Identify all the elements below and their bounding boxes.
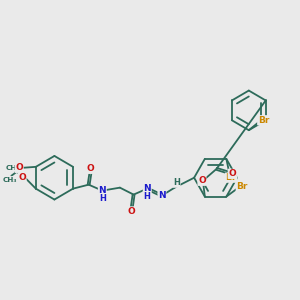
Text: CH₃: CH₃ xyxy=(2,177,17,183)
Text: CH₃: CH₃ xyxy=(6,165,21,171)
Text: O: O xyxy=(128,207,136,216)
Text: N: N xyxy=(98,186,106,195)
Text: O: O xyxy=(198,176,206,185)
Text: Br: Br xyxy=(236,182,247,191)
Text: H: H xyxy=(99,194,106,203)
Text: N: N xyxy=(143,184,151,193)
Text: Br: Br xyxy=(258,116,269,125)
Text: O: O xyxy=(15,163,23,172)
Text: N: N xyxy=(158,191,166,200)
Text: O: O xyxy=(87,164,94,173)
Text: H: H xyxy=(173,178,180,187)
Text: O: O xyxy=(228,169,236,178)
Text: H: H xyxy=(143,192,150,201)
Text: O: O xyxy=(18,173,26,182)
Text: Br: Br xyxy=(226,173,237,182)
